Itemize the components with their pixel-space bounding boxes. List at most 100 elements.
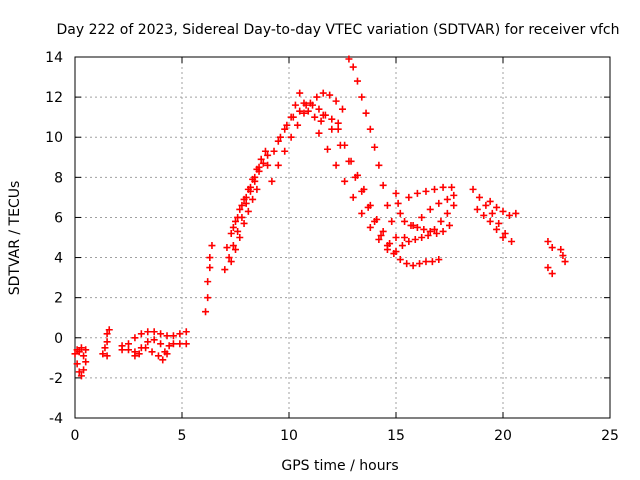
series-track [405, 183, 456, 201]
data-point [71, 350, 79, 358]
data-point [431, 225, 439, 233]
y-tick-label: 10 [45, 130, 63, 146]
data-point [366, 223, 374, 231]
series-track [473, 205, 507, 241]
data-point [236, 205, 244, 213]
y-tick-label: -4 [49, 411, 63, 427]
data-point [512, 209, 520, 217]
data-point [328, 125, 336, 133]
data-point [431, 185, 439, 193]
data-point [405, 193, 413, 201]
data-point [118, 342, 126, 350]
data-point [232, 217, 239, 225]
data-point [236, 234, 244, 241]
data-point [255, 163, 263, 171]
data-point [486, 197, 494, 205]
data-point [291, 101, 299, 109]
data-point [317, 117, 325, 125]
data-point [99, 350, 107, 358]
data-point [508, 238, 516, 246]
data-point [375, 236, 383, 244]
y-tick-label: 2 [54, 291, 63, 307]
data-point [559, 252, 567, 260]
data-point [326, 91, 334, 99]
data-point [341, 177, 349, 185]
data-point [409, 262, 417, 270]
data-point [388, 217, 396, 225]
data-point [379, 227, 387, 235]
data-point [234, 213, 242, 221]
data-point [366, 125, 374, 133]
data-point [227, 258, 235, 266]
y-tick-label: 0 [54, 331, 63, 347]
data-point [154, 352, 162, 360]
series-track [315, 129, 391, 254]
data-point [148, 348, 156, 356]
data-point [125, 340, 132, 348]
x-tick-label: 0 [71, 428, 80, 444]
data-point [225, 254, 233, 262]
data-point [202, 308, 210, 316]
data-point [392, 234, 400, 241]
data-point [270, 147, 278, 155]
data-point [75, 348, 83, 356]
data-point [418, 213, 426, 221]
data-point [169, 340, 177, 348]
data-point [163, 350, 171, 358]
data-point [204, 278, 212, 286]
data-point [82, 358, 90, 366]
data-point [144, 338, 152, 346]
x-tick-label: 15 [387, 428, 405, 444]
data-point [544, 264, 552, 272]
data-point [345, 55, 353, 63]
data-point [306, 99, 314, 107]
data-point [411, 236, 419, 244]
data-point [377, 231, 385, 239]
data-point [435, 199, 443, 207]
data-point [364, 203, 372, 211]
series-track [131, 344, 171, 364]
data-point [135, 350, 143, 358]
x-axis-title: GPS time / hours [281, 458, 398, 474]
series-track [264, 101, 342, 169]
data-point [296, 89, 304, 97]
data-point [315, 129, 323, 137]
data-point [264, 151, 272, 159]
data-point [351, 173, 359, 181]
data-point [398, 242, 406, 250]
data-point [268, 177, 276, 185]
data-point [206, 264, 214, 272]
y-tick-label: 12 [45, 90, 63, 106]
data-point [287, 113, 295, 121]
series-track [345, 55, 400, 241]
data-point [105, 326, 113, 334]
data-point [394, 199, 402, 207]
data-point [182, 328, 190, 336]
series-track [274, 89, 325, 145]
series-track [202, 242, 216, 316]
data-point [77, 372, 85, 380]
data-point [313, 93, 321, 101]
data-point [446, 221, 453, 229]
series-track [557, 246, 569, 266]
data-point [439, 183, 447, 191]
data-point [240, 219, 248, 227]
data-point [473, 205, 481, 213]
data-point [328, 115, 336, 123]
data-point [157, 330, 165, 338]
data-point [206, 254, 214, 262]
data-point [246, 183, 254, 191]
data-point [482, 201, 490, 209]
data-point [103, 352, 111, 360]
data-point [176, 330, 184, 338]
data-point [448, 183, 456, 191]
series-track [486, 197, 520, 219]
series-track [398, 201, 458, 250]
data-point [383, 246, 391, 254]
data-point [80, 352, 88, 360]
data-point [493, 225, 501, 233]
y-tick-labels: -4 -2 0 2 4 6 8 10 12 14 [45, 50, 63, 427]
data-point [345, 157, 353, 165]
data-point [80, 366, 88, 374]
data-point [253, 185, 261, 193]
